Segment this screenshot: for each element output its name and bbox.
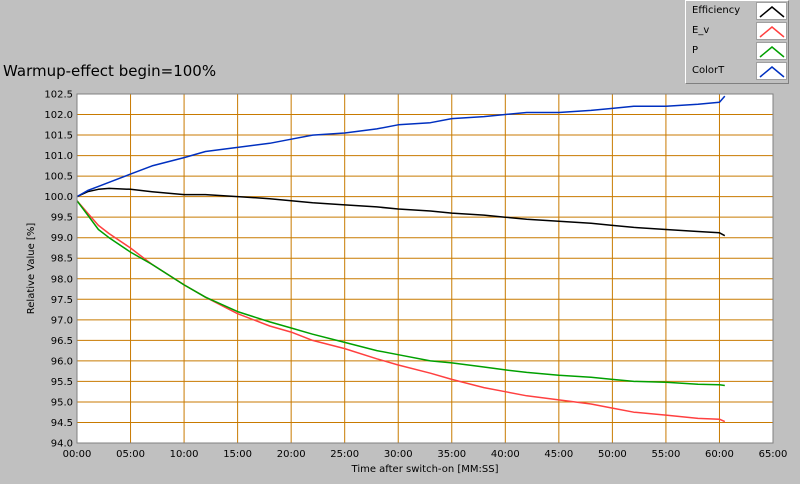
x-tick-label: 60:00 — [705, 449, 734, 460]
x-tick-label: 35:00 — [437, 449, 466, 460]
legend-item-e-v[interactable]: E_v — [686, 21, 788, 41]
y-tick-label: 94.0 — [51, 439, 73, 450]
y-axis: 94.0 94.5 95.0 95.5 96.0 96.5 97.0 97.5 98.0 98.5… — [44, 90, 73, 450]
x-axis-label: Time after switch-on [MM:SS] — [351, 464, 499, 475]
series-line-p — [76, 200, 725, 387]
y-tick-label: 102.5 — [44, 90, 73, 101]
y-tick-label: 100.0 — [44, 192, 73, 203]
x-tick-label: 15:00 — [223, 449, 252, 460]
y-tick-label: 94.5 — [51, 418, 73, 429]
y-tick-label: 97.5 — [51, 295, 73, 306]
legend-swatch-icon — [756, 2, 787, 20]
y-tick-label: 97.0 — [51, 315, 73, 326]
legend-item-efficiency[interactable]: Efficiency — [686, 1, 788, 21]
x-tick-label: 65:00 — [759, 449, 788, 460]
legend-swatch-icon — [756, 62, 787, 80]
legend-swatch-icon — [756, 22, 787, 40]
y-tick-label: 96.5 — [51, 336, 73, 347]
y-tick-label: 95.0 — [51, 397, 73, 408]
legend-label: ColorT — [692, 65, 725, 76]
plot-frame — [76, 93, 774, 444]
legend-item-p[interactable]: P — [686, 41, 788, 61]
series-line-colort — [76, 95, 726, 198]
y-tick-label: 96.0 — [51, 356, 73, 367]
series-layer — [76, 95, 726, 423]
x-tick-label: 30:00 — [384, 449, 413, 460]
legend-label: Efficiency — [692, 5, 741, 16]
legend: Efficiency E_v P ColorT — [685, 0, 789, 84]
legend-item-colort[interactable]: ColorT — [686, 61, 788, 81]
y-tick-label: 100.5 — [44, 172, 73, 183]
y-tick-label: 98.0 — [51, 274, 73, 285]
y-tick-label: 101.0 — [44, 151, 73, 162]
series-line-efficiency — [76, 187, 726, 237]
y-axis-label: Relative Value [%] — [26, 223, 37, 315]
x-tick-label: 05:00 — [116, 449, 145, 460]
x-tick-label: 10:00 — [170, 449, 199, 460]
legend-swatch-icon — [756, 42, 787, 60]
legend-label: P — [692, 45, 699, 56]
y-tick-label: 99.5 — [51, 213, 73, 224]
x-tick-label: 20:00 — [277, 449, 306, 460]
x-tick-label: 00:00 — [63, 449, 92, 460]
series-line-e-v — [76, 200, 726, 423]
x-tick-label: 50:00 — [598, 449, 627, 460]
x-axis: 00:00 05:00 10:00 15:00 20:00 25:00 30:00 35:00… — [63, 449, 788, 460]
x-tick-label: 45:00 — [544, 449, 573, 460]
chart-title: Warmup-effect begin=100% — [3, 62, 217, 80]
x-tick-label: 25:00 — [330, 449, 359, 460]
x-tick-label: 55:00 — [652, 449, 681, 460]
y-tick-label: 101.5 — [44, 131, 73, 142]
x-tick-label: 40:00 — [491, 449, 520, 460]
legend-label: E_v — [692, 25, 710, 36]
y-tick-label: 99.0 — [51, 233, 73, 244]
y-tick-label: 98.5 — [51, 254, 73, 265]
y-tick-label: 95.5 — [51, 377, 73, 388]
y-tick-label: 102.0 — [44, 110, 73, 121]
plot-area[interactable] — [77, 94, 773, 443]
